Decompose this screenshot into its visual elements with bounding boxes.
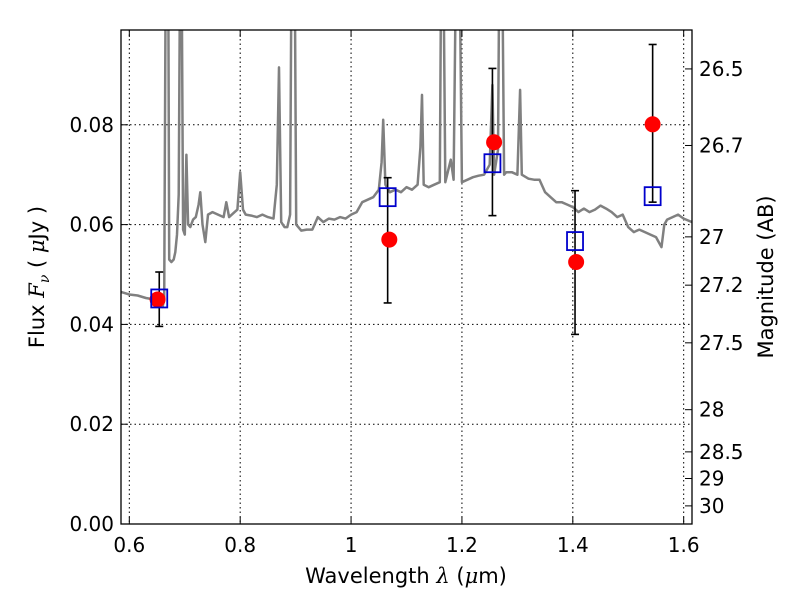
y2-tick-label: 27 [699,225,724,249]
x-axis-label: Wavelength λ (μm) [305,564,507,588]
x-tick-label: 0.8 [224,533,256,557]
observed-flux-point [149,291,166,308]
observed-flux-point [486,134,503,151]
axis-ticks: 0.6 0.8 1 1.2 1.4 1.6 0.00 0.02 0.04 0.06 0.08 26.5… [69,30,744,557]
model-flux-square [150,288,169,309]
plot-background [121,30,692,524]
model-flux-square [566,231,584,251]
y-axis-label: Flux Fν ( μJy ) [25,206,53,348]
y2-tick-label: 27.5 [699,331,744,355]
observed-flux-point [568,254,585,271]
model-spectrum-line [121,30,692,309]
plot-frame [120,29,693,525]
y2-tick-label: 27.2 [699,273,744,297]
x-tick-label: 1.4 [557,533,589,557]
y2-tick-label: 30 [699,494,724,518]
x-tick-label: 0.6 [113,533,145,557]
x-tick-label: 1.6 [668,533,700,557]
observed-flux-point [381,231,398,248]
y2-tick-label: 29 [699,466,724,490]
y2-tick-label: 26.5 [699,57,744,81]
observed-flux-point [644,116,661,133]
model-flux-square [643,186,662,207]
y2-tick-label: 28 [699,398,724,422]
y2-tick-label: 28.5 [699,440,744,464]
model-flux-square [378,187,397,208]
y-tick-label: 0.04 [69,312,114,336]
y2-tick-label: 26.7 [699,133,744,157]
y-tick-label: 0.02 [69,412,114,436]
x-tick-label: 1.2 [446,533,478,557]
y-tick-label: 0.00 [69,512,114,536]
y2-axis-label: Magnitude (AB) [754,195,778,358]
x-tick-label: 1 [345,533,358,557]
plot-area [121,30,692,309]
markers [149,116,662,309]
y-tick-label: 0.08 [69,113,114,137]
model-flux-square [483,153,502,174]
y-tick-label: 0.06 [69,213,114,237]
